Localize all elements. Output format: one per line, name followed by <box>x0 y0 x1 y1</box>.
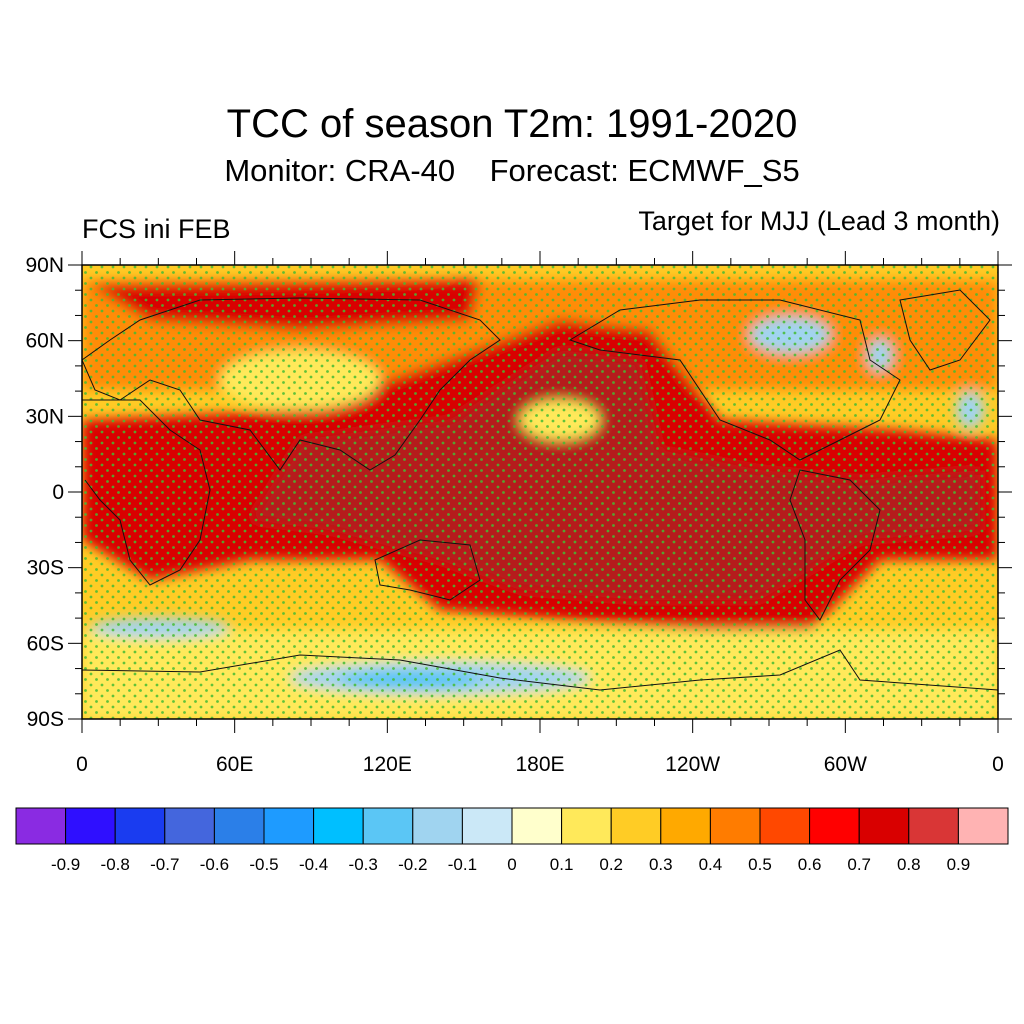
lon-label: 60W <box>824 753 867 776</box>
colorbar-swatch <box>561 807 612 845</box>
colorbar-label: -0.6 <box>200 855 229 874</box>
colorbar-swatch <box>759 807 811 845</box>
coast-greenland <box>899 289 991 371</box>
lat-label: 60S <box>27 632 64 655</box>
colorbar-swatch <box>263 807 315 845</box>
colorbar-label: 0.2 <box>599 855 623 874</box>
init-label: FCS ini FEB <box>82 214 231 244</box>
colorbar-swatch <box>461 807 513 845</box>
colorbar-swatch <box>213 807 265 845</box>
colorbar-label: -0.8 <box>101 855 130 874</box>
colorbar-swatch <box>660 807 711 845</box>
coast-south-america <box>789 469 881 621</box>
forecast-label: Forecast: ECMWF_S5 <box>489 153 800 188</box>
coast-australia <box>374 539 481 601</box>
colorbar: -0.9 -0.8 -0.7 -0.6 -0.5 -0.4 -0.3 -0.2 -0.1 0 0.1… <box>15 807 1009 874</box>
colorbar-swatch <box>313 807 364 845</box>
colorbar-swatch <box>809 807 860 845</box>
colorbar-swatch <box>957 807 1009 845</box>
colorbar-swatch <box>114 807 166 845</box>
colorbar-label: 0 <box>507 855 516 874</box>
colorbar-label: 0.4 <box>699 855 723 874</box>
coast-north-america <box>568 299 901 461</box>
coastlines <box>82 289 998 691</box>
colorbar-label: -0.7 <box>150 855 179 874</box>
colorbar-label: -0.3 <box>349 855 378 874</box>
colorbar-label: -0.2 <box>398 855 427 874</box>
coast-antarctica <box>82 649 998 691</box>
stipple-overlay <box>82 265 998 719</box>
colorbar-label: -0.1 <box>448 855 477 874</box>
colorbar-label: 0.5 <box>748 855 772 874</box>
colorbar-swatch <box>610 807 662 845</box>
lon-label: 0 <box>76 753 88 776</box>
lat-label: 90S <box>27 708 64 731</box>
lon-label: 180E <box>515 753 564 776</box>
map-field <box>82 265 998 719</box>
page-title: TCC of season T2m: 1991-2020 <box>226 102 798 146</box>
lat-label: 30S <box>27 557 64 580</box>
coast-eurasia <box>82 297 501 471</box>
colorbar-label: -0.9 <box>51 855 80 874</box>
colorbar-swatch <box>511 807 563 845</box>
colorbar-swatch <box>908 807 959 845</box>
colorbar-label: 0.6 <box>798 855 822 874</box>
colorbar-swatch <box>362 807 414 845</box>
colorbar-label: -0.4 <box>299 855 328 874</box>
lat-label: 30N <box>25 405 64 428</box>
coast-africa <box>82 399 211 586</box>
subtitle: Monitor: CRA-40 Forecast: ECMWF_S5 <box>0 152 1024 190</box>
axis-labels: 90N 60N 30N 0 30S 60S 90S 0 60E 120E 180E 120W 60W 0 <box>25 254 1003 776</box>
colorbar-label: 0.9 <box>947 855 971 874</box>
lat-label: 60N <box>25 330 64 353</box>
axis-ticks <box>68 251 1012 733</box>
colorbar-swatch <box>412 807 463 845</box>
lon-label: 120E <box>363 753 412 776</box>
colorbar-label: 0.7 <box>847 855 871 874</box>
lon-label: 60E <box>216 753 253 776</box>
target-label: Target for MJJ (Lead 3 month) <box>638 206 1000 236</box>
colorbar-swatch <box>15 807 67 845</box>
colorbar-swatch <box>164 807 215 845</box>
colorbar-swatch <box>65 807 116 845</box>
colorbar-label: -0.5 <box>249 855 278 874</box>
colorbar-swatch <box>858 807 910 845</box>
colorbar-label: 0.3 <box>649 855 673 874</box>
colorbar-swatch <box>709 807 761 845</box>
lon-label: 0 <box>992 753 1004 776</box>
lat-label: 90N <box>25 254 64 277</box>
colorbar-label: 0.1 <box>550 855 574 874</box>
colorbar-label: 0.8 <box>897 855 921 874</box>
lon-label: 120W <box>665 753 720 776</box>
monitor-label: Monitor: CRA-40 <box>224 153 456 188</box>
lat-label: 0 <box>52 481 64 504</box>
